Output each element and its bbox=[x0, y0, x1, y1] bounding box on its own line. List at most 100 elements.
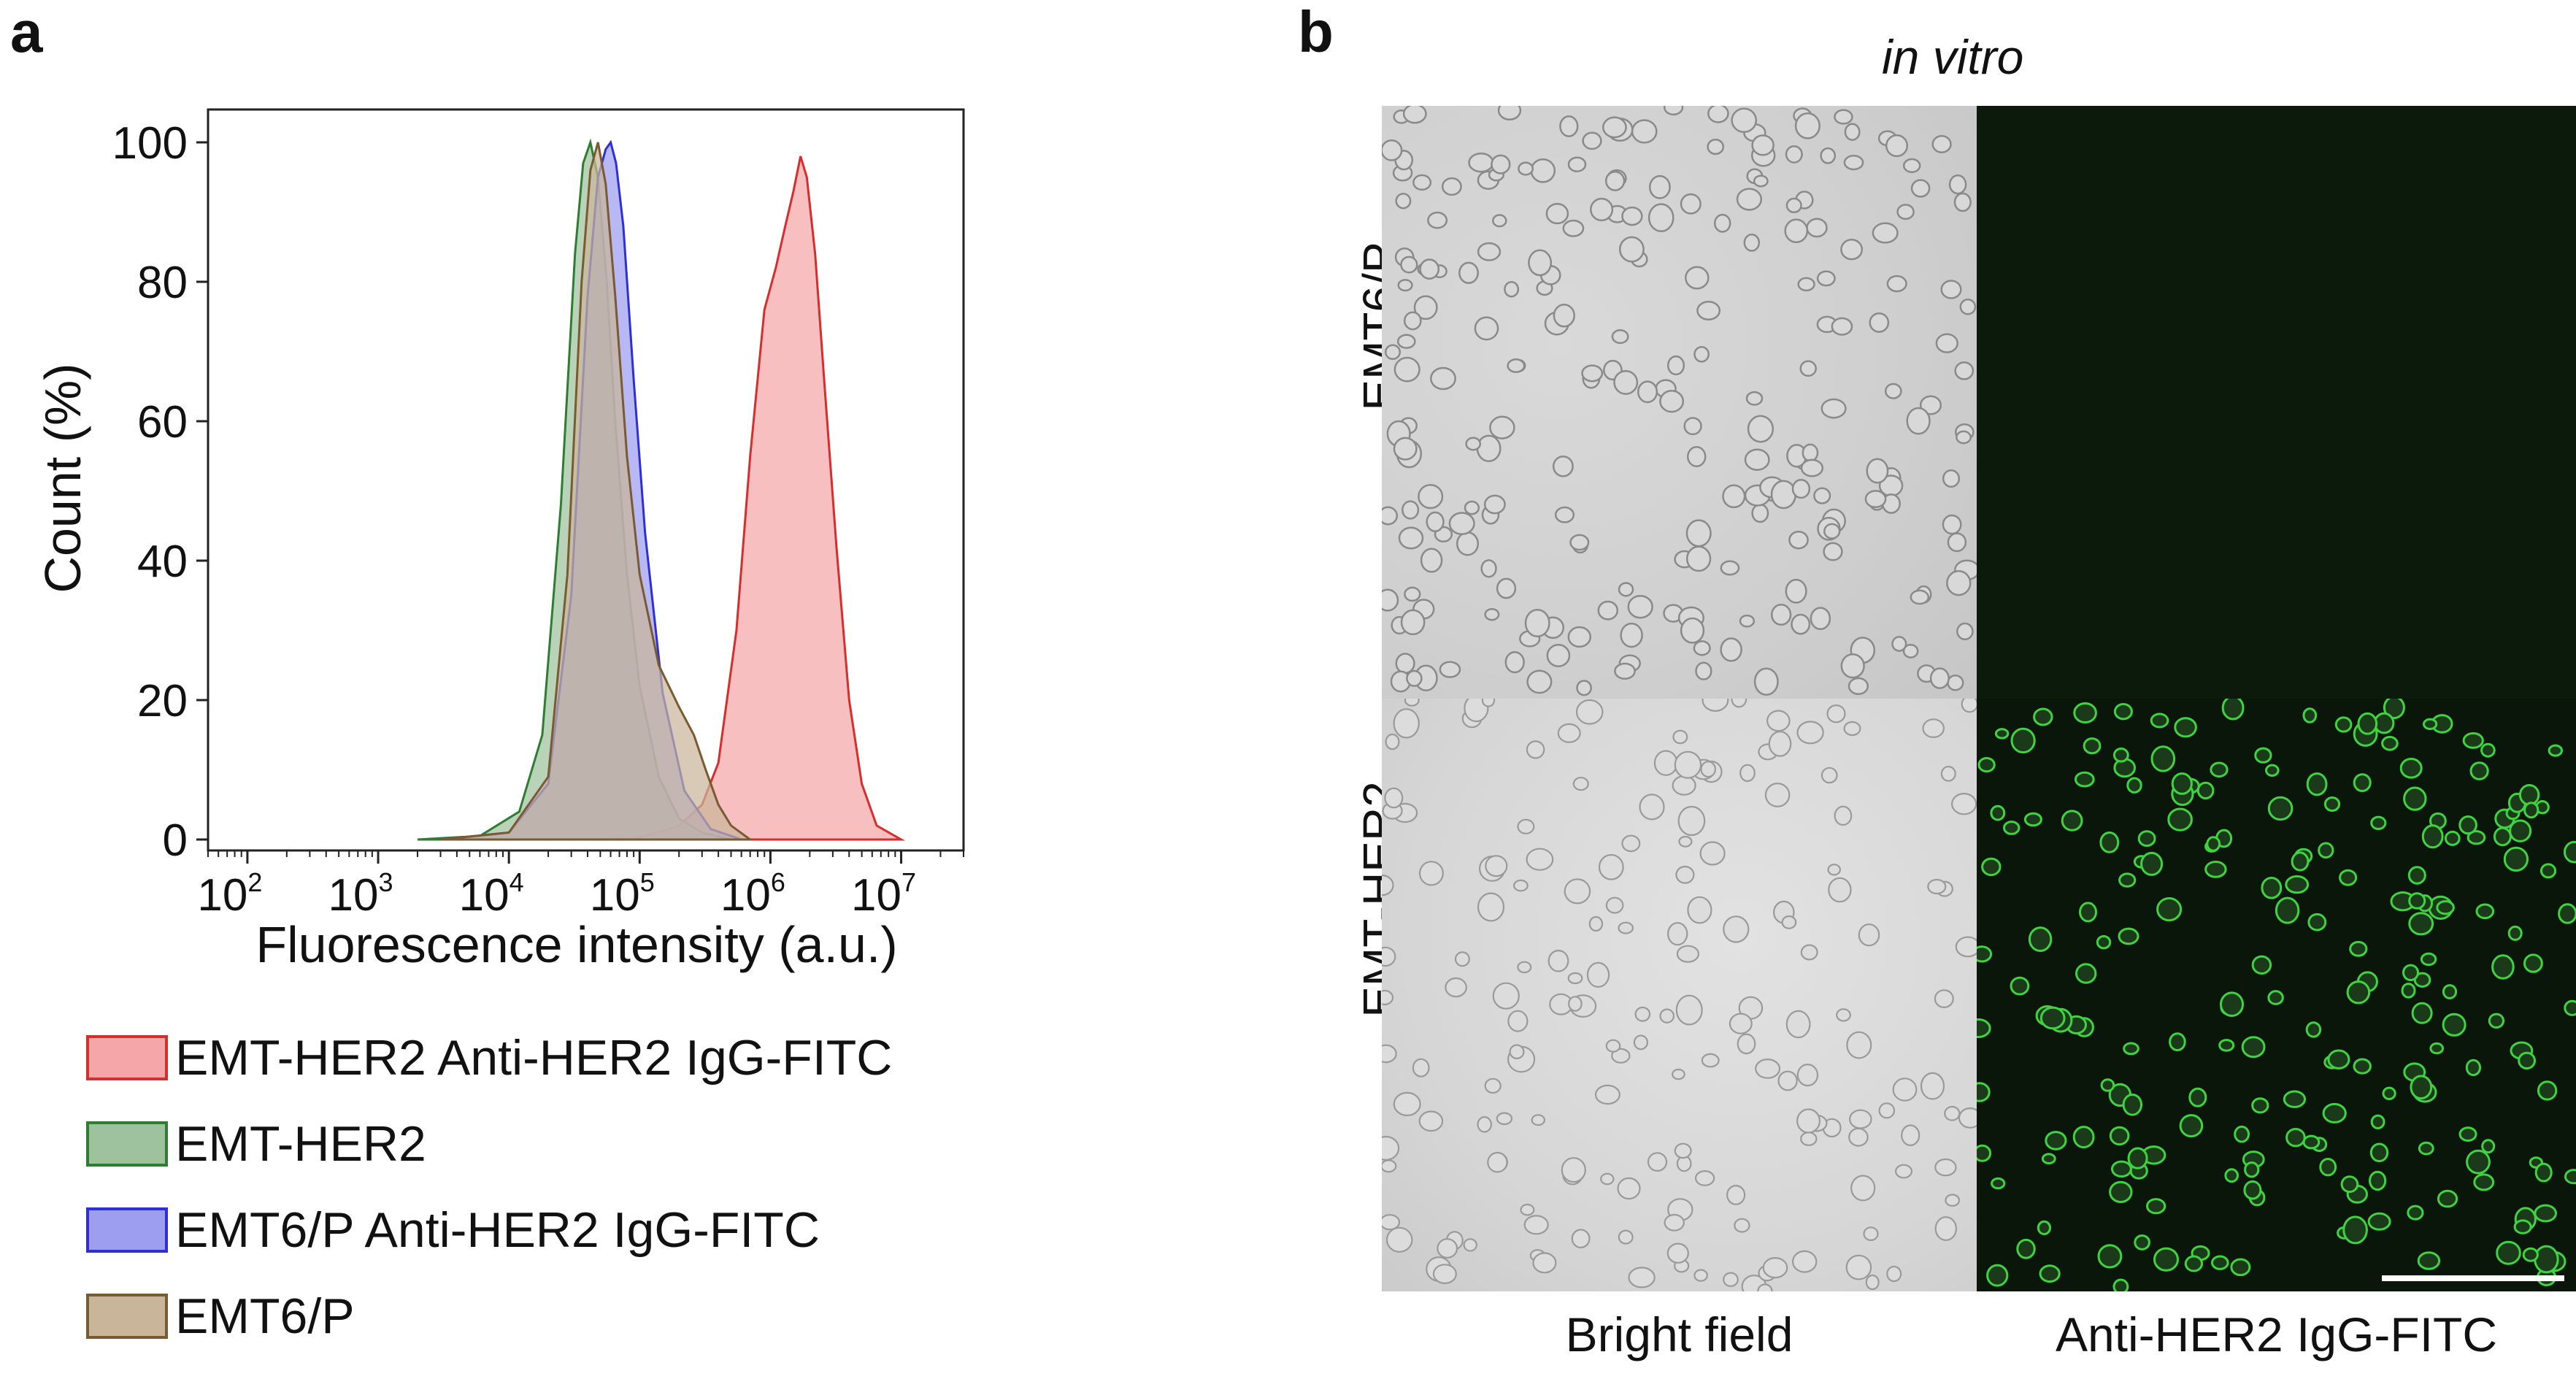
cell bbox=[1628, 1267, 1656, 1288]
cell bbox=[1477, 1115, 1492, 1133]
cell bbox=[1448, 512, 1475, 535]
cell bbox=[1618, 582, 1634, 597]
series-area-3 bbox=[440, 142, 754, 841]
cell bbox=[1736, 188, 1763, 211]
cell bbox=[1687, 896, 1712, 924]
cell bbox=[2079, 902, 2097, 923]
cell bbox=[1713, 213, 1731, 233]
cell bbox=[1720, 637, 1742, 662]
cell bbox=[2241, 1036, 2266, 1059]
cell bbox=[2146, 1198, 2166, 1215]
cell bbox=[1553, 304, 1575, 328]
cell bbox=[1614, 662, 1636, 680]
cell bbox=[1734, 1218, 1750, 1233]
cell bbox=[1487, 1151, 1508, 1173]
cell bbox=[1901, 1124, 1921, 1146]
cell bbox=[1766, 710, 1791, 732]
cell bbox=[1483, 494, 1506, 515]
cell bbox=[1820, 398, 1847, 419]
cell bbox=[2230, 1258, 2251, 1277]
cell bbox=[2564, 999, 2576, 1016]
cell bbox=[2462, 732, 2484, 749]
cell bbox=[2204, 861, 2227, 878]
cell bbox=[1520, 1203, 1535, 1216]
cell bbox=[1770, 603, 1792, 626]
cell bbox=[1947, 532, 1967, 553]
cell bbox=[2039, 1006, 2066, 1030]
cell bbox=[1680, 617, 1705, 644]
y-tick-label-3: 60 bbox=[137, 397, 188, 447]
cell bbox=[1910, 589, 1930, 605]
cell bbox=[1864, 490, 1887, 509]
cell bbox=[2041, 1153, 2056, 1165]
cell bbox=[1794, 112, 1820, 139]
cell bbox=[2045, 1131, 2067, 1151]
cell bbox=[1695, 661, 1712, 680]
cell bbox=[2523, 953, 2543, 973]
cell bbox=[1597, 600, 1619, 621]
cell bbox=[2370, 1114, 2385, 1129]
cell bbox=[1770, 480, 1797, 510]
cell bbox=[2473, 1173, 2495, 1191]
cell bbox=[1402, 106, 1427, 124]
cell bbox=[2353, 773, 2372, 792]
cell bbox=[1648, 203, 1675, 233]
cell bbox=[1418, 861, 1444, 886]
cell bbox=[1412, 174, 1432, 191]
cell bbox=[2221, 699, 2245, 721]
cell bbox=[2037, 1220, 2052, 1236]
cell bbox=[2465, 1059, 2482, 1077]
cell bbox=[1497, 106, 1522, 121]
cell bbox=[2548, 744, 2563, 757]
cell bbox=[2421, 824, 2444, 849]
cell bbox=[1620, 622, 1643, 648]
cell bbox=[1920, 1072, 1945, 1100]
cell bbox=[1753, 174, 1769, 188]
y-axis-label: Count (%) bbox=[34, 363, 91, 593]
cell bbox=[1648, 174, 1671, 199]
x-tick-label-4: 106 bbox=[720, 867, 785, 921]
cell bbox=[2083, 737, 2102, 755]
cell bbox=[1617, 1177, 1641, 1200]
cell bbox=[1491, 154, 1511, 174]
cell bbox=[1831, 317, 1853, 336]
cell bbox=[2518, 784, 2540, 806]
cell bbox=[2291, 851, 2310, 872]
cell bbox=[1696, 301, 1721, 320]
cell bbox=[1931, 135, 1952, 153]
cell bbox=[2023, 812, 2042, 827]
cell bbox=[1955, 936, 1977, 958]
column-label-fitc: Anti-HER2 IgG-FITC bbox=[2055, 1307, 2498, 1361]
cell bbox=[2493, 826, 2512, 847]
cell bbox=[1492, 982, 1520, 1010]
cell bbox=[1598, 853, 1624, 880]
cell bbox=[2003, 821, 2021, 835]
cell bbox=[1590, 197, 1614, 222]
cell bbox=[2458, 1126, 2477, 1142]
cell bbox=[1611, 329, 1629, 345]
cell bbox=[1707, 139, 1725, 155]
cell bbox=[1693, 1269, 1708, 1282]
cell bbox=[1731, 699, 1748, 708]
cell bbox=[1385, 1226, 1413, 1253]
cell bbox=[2339, 869, 2358, 886]
cell bbox=[2118, 927, 2139, 945]
x-tick-label-3: 105 bbox=[590, 867, 655, 921]
cell bbox=[1396, 334, 1416, 349]
cell bbox=[1840, 653, 1865, 679]
cell bbox=[2480, 742, 2496, 758]
cell bbox=[1802, 443, 1819, 462]
cell bbox=[1977, 945, 1993, 963]
cell bbox=[2010, 727, 2036, 754]
cell bbox=[1961, 699, 1977, 713]
cell bbox=[1413, 295, 1438, 320]
cell bbox=[1575, 699, 1604, 725]
cell bbox=[1468, 152, 1494, 173]
cell bbox=[1700, 761, 1716, 778]
cell bbox=[1639, 794, 1665, 821]
cell bbox=[1865, 1274, 1880, 1291]
legend-item-1: EMT-HER2 bbox=[86, 1101, 892, 1187]
cell bbox=[1567, 626, 1592, 648]
cell bbox=[1456, 531, 1480, 556]
cell bbox=[1945, 1194, 1961, 1207]
